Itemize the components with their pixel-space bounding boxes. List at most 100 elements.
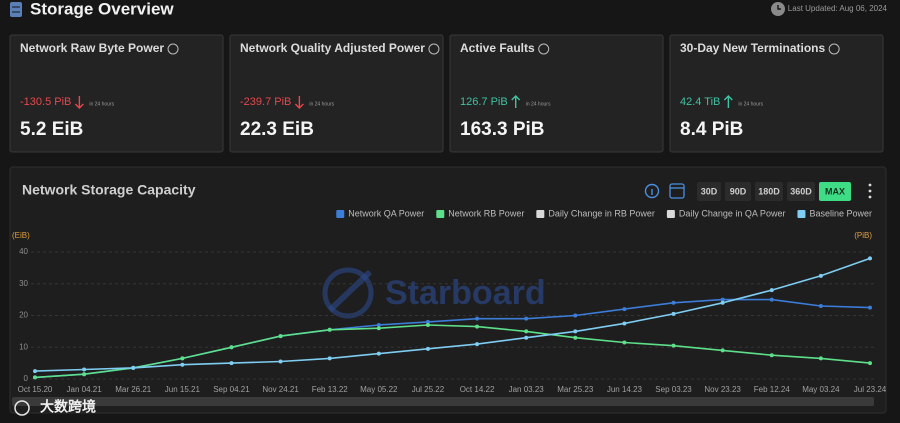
menu-dot [868,183,872,187]
stat-card [669,34,884,153]
data-point [769,288,774,293]
data-point [868,361,872,366]
data-point [769,353,774,358]
x-tick-label: Mar 26.21 [115,385,152,394]
data-point [425,346,430,351]
data-point [327,356,332,361]
x-tick-label: Sep 03.23 [655,385,692,394]
card-title: Network Quality Adjusted Power [240,41,425,55]
info-icon[interactable] [828,43,840,55]
range-button[interactable] [787,182,815,201]
range-slider[interactable] [12,397,874,406]
range-button-label: MAX [825,186,845,196]
data-point [180,356,185,361]
range-button[interactable] [819,182,851,201]
chart-panel [9,166,887,414]
stat-cards: Network Raw Byte Power -130.5 PiB in 24 ho… [9,34,884,153]
x-tick-label: Oct 14.22 [460,385,495,394]
legend-swatch [666,210,675,218]
legend-swatch [436,210,445,218]
range-button[interactable] [725,182,751,201]
page-title: Storage Overview [30,0,174,18]
card-title: Network Raw Byte Power [20,41,164,55]
calendar-icon[interactable] [669,183,685,199]
data-point [524,335,529,340]
change-arrow [511,95,521,108]
info-icon[interactable] [644,183,660,199]
y-axis-label: (EiB) [12,231,30,240]
card-value: 22.3 EiB [240,119,314,140]
data-point [818,303,823,308]
x-tick-label: May 05.22 [360,385,398,394]
card-title: Active Faults [460,41,535,55]
change-note: in 24 hours [309,101,334,107]
data-point [524,316,529,321]
change-arrow [294,96,304,109]
storage-icon [10,2,22,17]
range-button-label: 90D [730,186,747,196]
data-point [769,297,774,302]
info-icon[interactable] [167,43,179,55]
watermark-logo [322,267,374,319]
card-change: -130.5 PiB [20,96,71,108]
legend-swatch [797,210,806,218]
range-button[interactable] [755,182,783,201]
legend-label: Daily Change in QA Power [679,208,786,218]
data-point [376,323,381,328]
footer-logo-icon [14,400,30,416]
last-updated: Last Updated: Aug 06, 2024 [788,4,888,13]
x-tick-label: Mar 25.23 [557,385,594,394]
watermark: Starboard [385,274,546,312]
data-point [573,329,578,334]
data-point [720,297,725,302]
data-point [327,327,332,332]
data-point [82,367,87,372]
data-point [475,324,480,329]
stat-card [449,34,664,153]
x-tick-label: Jan 03.23 [509,385,545,394]
range-button-label: 360D [790,186,812,196]
data-point [671,343,676,348]
x-tick-label: Jun 14.23 [607,385,643,394]
data-point [818,273,823,278]
data-point [622,307,627,312]
x-tick-label: Oct 15.20 [18,385,53,394]
data-point [573,335,578,340]
data-point [475,316,480,321]
info-icon[interactable] [538,43,550,55]
data-point [818,356,823,361]
more-menu[interactable] [868,183,872,199]
legend-label: Network QA Power [348,208,424,218]
watermark-logo-slash [327,269,373,313]
x-tick-label: May 03.24 [802,385,840,394]
data-point [671,300,676,305]
data-point [622,340,627,345]
range-button-label: 180D [758,186,780,196]
change-note: in 24 hours [738,101,763,107]
series-line [34,257,871,372]
data-point [425,323,430,328]
x-tick-label: Sep 04.21 [213,385,250,394]
menu-dot [868,189,872,193]
y-tick-label: 40 [19,247,28,256]
data-point [131,365,136,370]
chart-title: Network Storage Capacity [22,182,196,198]
range-button[interactable] [697,182,721,201]
info-icon[interactable] [428,43,440,55]
series-line [34,324,871,379]
x-tick-label: Jul 25.22 [412,385,445,394]
data-point [229,345,234,350]
change-note: in 24 hours [89,101,114,107]
stat-card [9,34,224,153]
data-point [720,300,725,305]
stat-card [229,34,444,153]
data-point [376,326,381,331]
data-point [475,342,480,347]
data-point [376,351,381,356]
data-point [278,334,283,339]
card-change: 126.7 PiB [460,96,508,108]
y-tick-label: 10 [19,342,28,351]
data-point [229,361,234,366]
